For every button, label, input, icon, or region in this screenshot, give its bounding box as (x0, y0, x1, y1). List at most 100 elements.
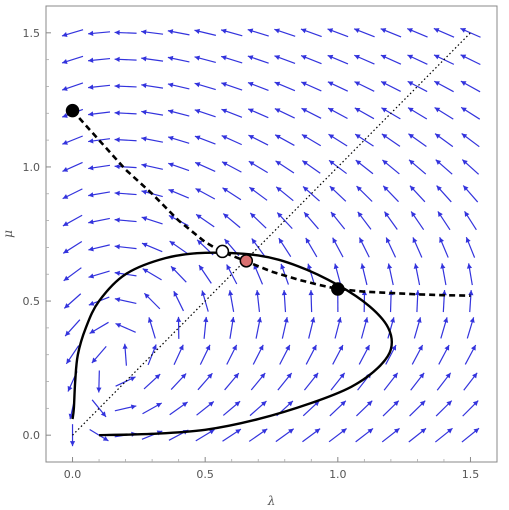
field-arrow (248, 428, 268, 442)
field-arrow (115, 322, 136, 333)
field-arrow (114, 244, 137, 250)
field-arrow (88, 244, 110, 252)
field-arrow (300, 55, 322, 65)
field-arrow (308, 317, 316, 339)
field-arrow (409, 400, 426, 417)
field-arrow (167, 55, 190, 63)
field-arrow (382, 400, 400, 417)
field-arrow (91, 345, 107, 364)
field-arrow (327, 81, 349, 92)
field-arrow (460, 106, 481, 120)
field-arrow (409, 185, 426, 203)
field-arrow (434, 106, 454, 120)
field-arrow (197, 372, 213, 391)
field-arrow (122, 343, 128, 366)
field-arrow (168, 188, 190, 199)
field-arrow (433, 80, 454, 93)
field-arrow (277, 372, 293, 391)
field-arrow (276, 212, 293, 230)
field-arrow (464, 210, 477, 231)
field-arrow (64, 319, 81, 337)
field-arrow (355, 159, 374, 175)
field-arrow (114, 163, 137, 170)
field-arrow (434, 427, 453, 443)
field-arrow (63, 293, 82, 309)
field-arrow (408, 133, 427, 147)
field-arrow (302, 186, 320, 202)
field-arrow (462, 400, 479, 417)
field-arrow (305, 237, 318, 258)
field-arrow (407, 107, 428, 120)
field-arrow (382, 159, 400, 175)
field-arrow (141, 242, 163, 253)
field-arrow (435, 159, 453, 175)
field-arrow (466, 317, 475, 339)
field-arrow (327, 28, 349, 38)
fixed-points (65, 103, 345, 296)
field-arrow (222, 428, 242, 442)
vector-field (61, 27, 481, 447)
field-arrow (408, 159, 427, 175)
field-arrow (387, 263, 394, 286)
field-arrow (88, 138, 111, 144)
field-arrow (329, 400, 347, 417)
field-arrow (278, 237, 292, 257)
field-arrow (461, 133, 480, 148)
field-arrow (440, 263, 447, 286)
field-arrow (274, 108, 295, 119)
field-arrow (249, 186, 268, 201)
field-arrow (115, 376, 136, 387)
field-arrow (301, 81, 322, 92)
field-arrow (354, 81, 375, 92)
field-arrow (248, 160, 268, 174)
field-arrow (198, 264, 212, 284)
field-arrow (169, 401, 188, 416)
field-arrow (255, 316, 262, 339)
field-arrow (439, 237, 449, 258)
field-arrow (354, 133, 374, 147)
field-arrow (194, 28, 217, 36)
field-arrow (300, 28, 322, 38)
field-arrow (463, 372, 478, 391)
field-arrow (308, 290, 314, 313)
field-arrow (228, 290, 235, 312)
field-arrow (440, 317, 449, 339)
field-arrow (330, 372, 346, 391)
field-arrow (173, 290, 185, 312)
field-arrow (462, 185, 479, 203)
field-arrow (88, 217, 110, 225)
x-tick-label: 0.0 (64, 468, 82, 481)
field-arrow (436, 185, 452, 203)
field-arrow (413, 317, 422, 339)
field-arrow (203, 316, 209, 339)
field-arrow (88, 164, 111, 171)
field-arrow (380, 54, 402, 65)
field-arrow (433, 27, 455, 38)
field-arrow (435, 400, 453, 417)
field-arrow (62, 214, 83, 227)
field-arrow (333, 263, 342, 286)
field-arrow (194, 55, 216, 64)
dashed-curve (71, 109, 471, 297)
field-arrow (61, 82, 84, 91)
field-arrow (302, 428, 321, 443)
field-arrow (96, 370, 102, 393)
field-arrow (411, 344, 424, 365)
field-arrow (412, 237, 423, 258)
field-arrow (141, 216, 163, 225)
field-arrow (383, 372, 399, 391)
field-arrow (274, 134, 295, 146)
field-arrow (143, 292, 161, 310)
field-arrow (247, 81, 269, 91)
field-arrow (170, 373, 187, 390)
field-arrow (167, 29, 190, 36)
field-arrow (461, 159, 480, 175)
field-arrow (307, 263, 316, 285)
field-arrow (275, 186, 294, 202)
field-arrow (385, 344, 397, 365)
fixed-point (65, 103, 80, 118)
field-arrow (301, 107, 322, 119)
field-arrow (141, 29, 164, 35)
x-tick-label: 1.5 (462, 468, 480, 481)
